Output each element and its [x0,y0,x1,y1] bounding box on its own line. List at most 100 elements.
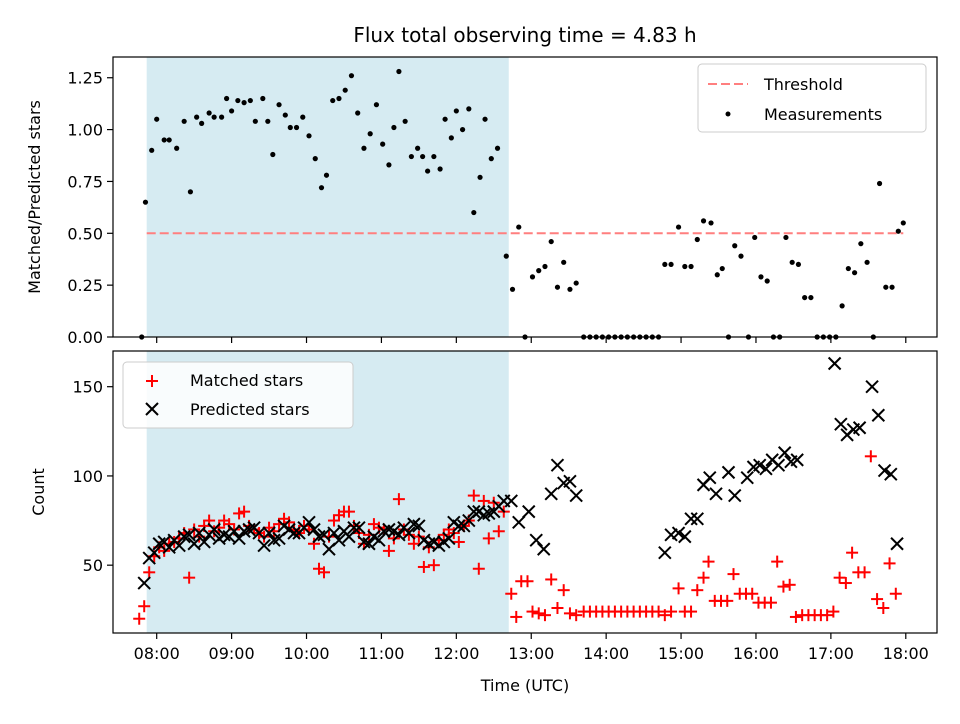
measurement-point [758,274,764,280]
measurement-point [312,156,318,162]
measurement-point [252,118,258,124]
measurement-point [845,265,851,272]
matched-star-point [238,505,251,518]
measurement-point [282,112,288,118]
measurement-point [732,243,738,249]
matched-star-point [783,578,796,591]
measurement-point [471,209,477,216]
predicted-star-point [227,524,241,538]
measurement-point [714,272,720,278]
matched-star-point [532,607,545,620]
matched-star-point [697,571,710,584]
predicted-star-point [197,535,211,549]
predicted-star-point [372,533,386,547]
predicted-star-point [865,379,879,394]
measurement-point [380,141,386,147]
y-tick-label: 0.25 [67,276,103,295]
measurement-point [442,116,448,122]
measurement-point [536,268,542,274]
predicted-star-point [307,522,321,537]
measurement-point [561,259,567,265]
matched-star-point [889,587,902,600]
legend-matched-label: Matched stars [190,371,303,390]
measurement-point [883,284,889,290]
measurement-point [494,145,501,151]
matched-star-point [721,594,734,607]
matched-star-point [652,605,665,618]
y-tick-label: 1.00 [67,121,103,140]
legend-predicted-label: Predicted stars [190,400,310,419]
matched-star-point [702,555,715,568]
predicted-star-point [347,520,361,535]
predicted-star-point [703,471,717,485]
measurement-point [802,294,808,301]
predicted-star-point [877,463,892,478]
measurement-point [355,110,361,116]
x-tick-label: 08:00 [134,644,180,663]
measurement-point [391,124,397,131]
matched-star-point [487,496,500,509]
matched-star-point [827,605,840,618]
predicted-star-point [753,458,767,472]
x-axis-label: Time (UTC) [480,676,569,695]
matched-star-point [871,593,884,606]
measurement-point [662,261,668,268]
matched-star-point [402,528,415,541]
matched-star-point [477,494,490,507]
predicted-star-point [790,453,804,467]
measurement-point [174,145,180,151]
predicted-star-point [728,488,742,503]
y-axis-label-top: Matched/Predicted stars [25,100,44,294]
measurement-point [194,114,200,120]
predicted-star-point [452,519,466,533]
measurement-point [425,168,431,174]
measurement-point [415,145,421,151]
measurement-point [889,284,895,290]
measurement-point [437,166,443,172]
measurement-point [529,274,536,280]
matched-star-point [658,609,671,622]
measurement-point [241,100,247,106]
measurement-point [764,278,770,284]
matched-star-point [317,566,330,579]
measurement-point [396,68,402,75]
predicted-star-point [537,542,551,556]
matched-star-point [771,555,784,568]
measurement-point [386,162,392,168]
predicted-star-point [352,520,366,535]
measurement-point [548,238,554,245]
predicted-star-point [402,526,416,540]
measurement-point [408,153,414,160]
panel-bottom: 50 100 150 08:00 09:00 10:00 11:00 12:00 13:00 1… [29,350,938,695]
y-tick-label: 0.75 [67,172,103,191]
matched-star-point [427,559,440,572]
predicted-star-point [684,512,698,526]
predicted-star-point [569,488,583,503]
y-tick-label: 0.50 [67,224,103,243]
measurement-point [142,199,149,205]
predicted-star-point [442,531,456,546]
legend-measurements-swatch [725,111,731,117]
predicted-star-point [884,467,898,481]
matched-star-point [877,602,890,615]
predicted-star-point [550,458,565,472]
matched-star-point [183,571,196,584]
matched-star-point [133,612,146,625]
measurement-point [466,106,472,112]
predicted-star-point [721,465,736,480]
predicted-star-point [671,526,686,540]
measurement-point [402,118,408,124]
matched-star-point [158,544,171,557]
matched-star-point [833,571,846,584]
matched-star-point [382,544,395,557]
measurement-point [154,116,160,122]
measurement-point [206,110,212,116]
measurement-point [675,224,682,230]
matched-star-point [846,546,859,559]
measurement-point [477,174,483,180]
measurement-point [431,153,437,160]
matched-star-point [143,566,156,579]
measurement-point [567,286,573,292]
measurement-point [738,253,744,259]
measurement-point [542,263,548,270]
